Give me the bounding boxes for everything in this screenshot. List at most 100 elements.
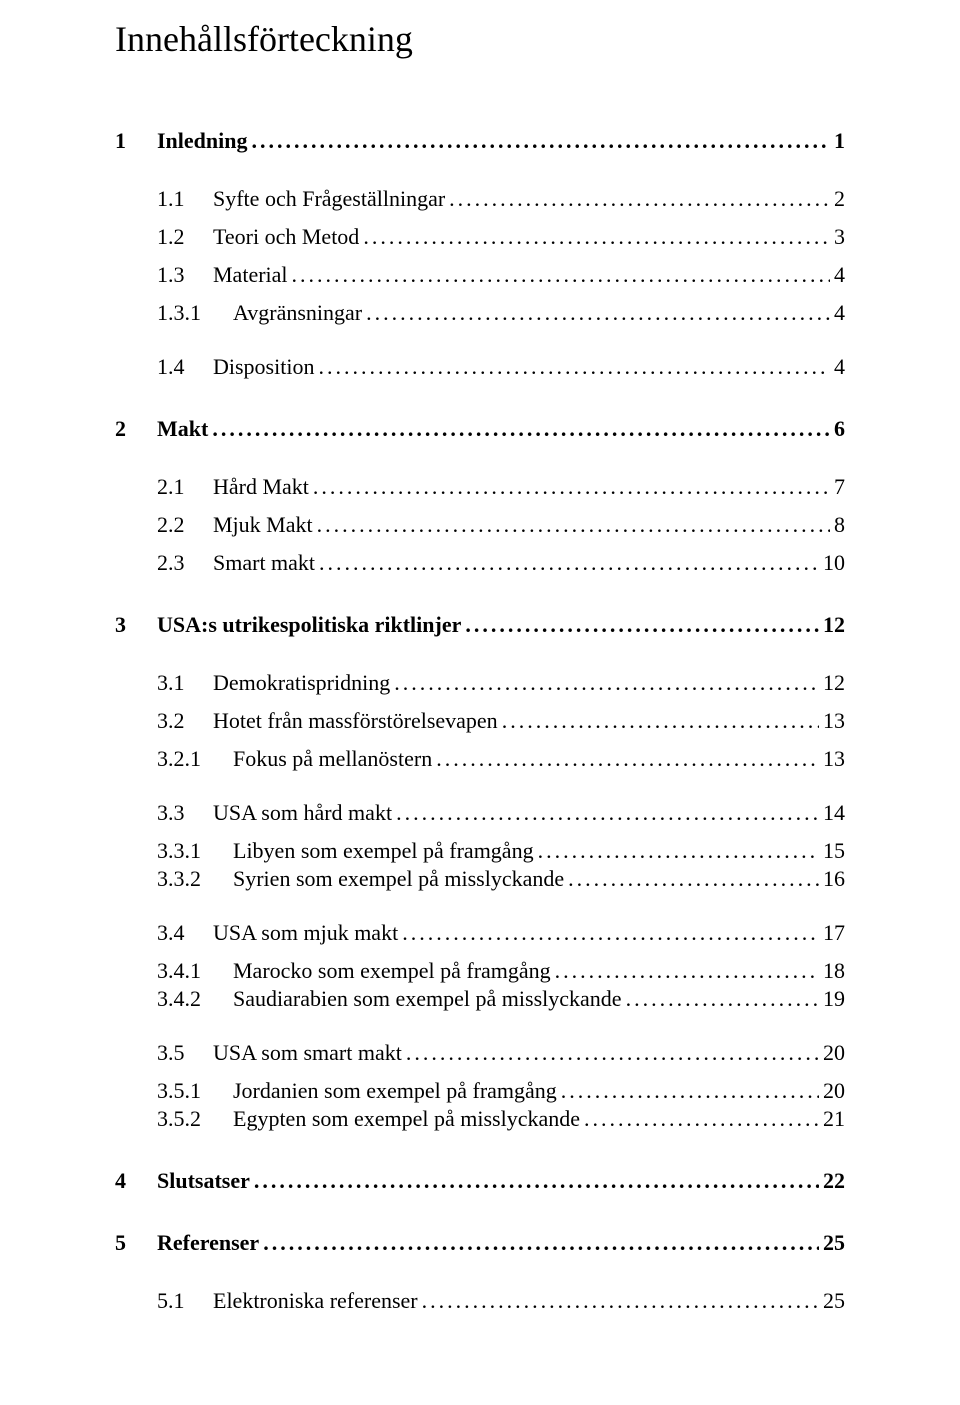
toc-entry: 3.3.2Syrien som exempel på misslyckande1… bbox=[157, 866, 845, 892]
toc-number: 3.3.1 bbox=[157, 838, 233, 864]
toc-label: Egypten som exempel på misslyckande bbox=[233, 1106, 580, 1132]
toc-leader-dots bbox=[584, 1106, 819, 1132]
toc-leader-dots bbox=[436, 746, 819, 772]
toc-entry: 2.3Smart makt10 bbox=[157, 550, 845, 576]
toc-entry: 3USA:s utrikespolitiska riktlinjer12 bbox=[115, 612, 845, 638]
toc-leader-dots bbox=[263, 1230, 819, 1256]
toc-page-number: 10 bbox=[823, 550, 845, 576]
toc-leader-dots bbox=[502, 708, 819, 734]
toc-label: Disposition bbox=[213, 354, 314, 380]
toc-leader-dots bbox=[317, 512, 830, 538]
toc-number: 3.2.1 bbox=[157, 746, 233, 772]
toc-leader-dots bbox=[449, 186, 830, 212]
toc-label: USA som smart makt bbox=[213, 1040, 402, 1066]
toc-page-number: 4 bbox=[834, 262, 845, 288]
toc-page-number: 20 bbox=[823, 1040, 845, 1066]
toc-label: Elektroniska referenser bbox=[213, 1288, 418, 1314]
toc-entry: 3.1Demokratispridning12 bbox=[157, 670, 845, 696]
toc-leader-dots bbox=[366, 300, 830, 326]
toc-page-number: 25 bbox=[823, 1288, 845, 1314]
toc-leader-dots bbox=[568, 866, 819, 892]
toc-entry: 1Inledning1 bbox=[115, 128, 845, 154]
toc-entry: 1.4Disposition4 bbox=[157, 354, 845, 380]
toc-entry: 3.4USA som mjuk makt17 bbox=[157, 920, 845, 946]
toc-number: 3.5 bbox=[157, 1040, 213, 1066]
toc-number: 3.4.2 bbox=[157, 986, 233, 1012]
toc-number: 3.3.2 bbox=[157, 866, 233, 892]
toc-entry: 2.1Hård Makt 7 bbox=[157, 474, 845, 500]
toc-page-number: 2 bbox=[834, 186, 845, 212]
toc-entry: 3.4.2Saudiarabien som exempel på misslyc… bbox=[157, 986, 845, 1012]
toc-leader-dots bbox=[318, 354, 830, 380]
toc-entry: 5.1Elektroniska referenser25 bbox=[157, 1288, 845, 1314]
toc-label: Demokratispridning bbox=[213, 670, 390, 696]
toc-page-number: 4 bbox=[834, 300, 845, 326]
toc-number: 1.1 bbox=[157, 186, 213, 212]
toc-number: 1.3.1 bbox=[157, 300, 233, 326]
toc-page-number: 1 bbox=[834, 128, 845, 154]
toc-number: 3.3 bbox=[157, 800, 213, 826]
toc-entry: 2.2Mjuk Makt8 bbox=[157, 512, 845, 538]
toc-label: Makt bbox=[157, 416, 208, 442]
toc-page-number: 25 bbox=[823, 1230, 845, 1256]
toc-label: Hotet från massförstörelsevapen bbox=[213, 708, 498, 734]
toc-leader-dots bbox=[313, 474, 830, 500]
toc-page-number: 19 bbox=[823, 986, 845, 1012]
toc-label: Jordanien som exempel på framgång bbox=[233, 1078, 557, 1104]
toc-page-number: 16 bbox=[823, 866, 845, 892]
toc-page-number: 14 bbox=[823, 800, 845, 826]
toc-number: 2.1 bbox=[157, 474, 213, 500]
toc-page-number: 12 bbox=[823, 612, 845, 638]
toc-label: Marocko som exempel på framgång bbox=[233, 958, 551, 984]
toc-leader-dots bbox=[292, 262, 830, 288]
toc-leader-dots bbox=[406, 1040, 819, 1066]
toc-leader-dots bbox=[212, 416, 830, 442]
toc-entry: 1.2Teori och Metod3 bbox=[157, 224, 845, 250]
toc-number: 3.4.1 bbox=[157, 958, 233, 984]
toc-leader-dots bbox=[626, 986, 819, 1012]
toc-page-number: 12 bbox=[823, 670, 845, 696]
toc-leader-dots bbox=[422, 1288, 819, 1314]
toc-number: 3.2 bbox=[157, 708, 213, 734]
toc-number: 3.5.1 bbox=[157, 1078, 233, 1104]
toc-entry: 3.5USA som smart makt 20 bbox=[157, 1040, 845, 1066]
toc-label: USA som hård makt bbox=[213, 800, 392, 826]
toc-number: 3.4 bbox=[157, 920, 213, 946]
toc-entry: 1.1Syfte och Frågeställningar 2 bbox=[157, 186, 845, 212]
toc-page-number: 4 bbox=[834, 354, 845, 380]
toc-number: 5 bbox=[115, 1230, 157, 1256]
toc-label: Smart makt bbox=[213, 550, 315, 576]
toc-label: Hård Makt bbox=[213, 474, 309, 500]
toc-label: Slutsatser bbox=[157, 1168, 250, 1194]
table-of-contents: 1Inledning1 1.1Syfte och Frågeställningar… bbox=[115, 128, 845, 1314]
toc-label: Referenser bbox=[157, 1230, 259, 1256]
toc-page-number: 13 bbox=[823, 708, 845, 734]
toc-leader-dots bbox=[555, 958, 819, 984]
toc-entry: 3.3USA som hård makt 14 bbox=[157, 800, 845, 826]
page-title: Innehållsförteckning bbox=[115, 18, 845, 60]
toc-label: Fokus på mellanöstern bbox=[233, 746, 432, 772]
toc-label: Saudiarabien som exempel på misslyckande bbox=[233, 986, 622, 1012]
toc-entry: 3.3.1Libyen som exempel på framgång15 bbox=[157, 838, 845, 864]
toc-page-number: 7 bbox=[834, 474, 845, 500]
toc-label: Syfte och Frågeställningar bbox=[213, 186, 445, 212]
toc-leader-dots bbox=[538, 838, 819, 864]
toc-entry: 3.5.2Egypten som exempel på misslyckande… bbox=[157, 1106, 845, 1132]
toc-leader-dots bbox=[252, 128, 831, 154]
toc-entry: 3.2.1Fokus på mellanöstern13 bbox=[157, 746, 845, 772]
toc-page-number: 22 bbox=[823, 1168, 845, 1194]
toc-entry: 5Referenser 25 bbox=[115, 1230, 845, 1256]
toc-page-number: 18 bbox=[823, 958, 845, 984]
toc-entry: 2Makt6 bbox=[115, 416, 845, 442]
toc-number: 4 bbox=[115, 1168, 157, 1194]
toc-page-number: 21 bbox=[823, 1106, 845, 1132]
toc-page-number: 8 bbox=[834, 512, 845, 538]
toc-number: 2.2 bbox=[157, 512, 213, 538]
toc-number: 3.5.2 bbox=[157, 1106, 233, 1132]
toc-label: Libyen som exempel på framgång bbox=[233, 838, 534, 864]
toc-page-number: 17 bbox=[823, 920, 845, 946]
toc-number: 1.3 bbox=[157, 262, 213, 288]
toc-entry: 3.5.1Jordanien som exempel på framgång 20 bbox=[157, 1078, 845, 1104]
toc-page-number: 20 bbox=[823, 1078, 845, 1104]
toc-number: 1 bbox=[115, 128, 157, 154]
